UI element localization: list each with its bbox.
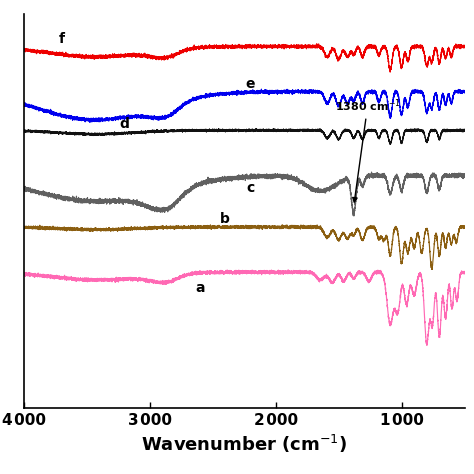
- X-axis label: Wavenumber (cm$^{-1}$): Wavenumber (cm$^{-1}$): [141, 433, 347, 455]
- Text: f: f: [58, 32, 64, 46]
- Text: a: a: [195, 281, 205, 295]
- Text: d: d: [119, 117, 129, 131]
- Text: b: b: [220, 212, 230, 226]
- Text: c: c: [246, 182, 255, 195]
- Text: e: e: [246, 77, 255, 91]
- Text: 1380 cm$^{-1}$: 1380 cm$^{-1}$: [335, 97, 401, 202]
